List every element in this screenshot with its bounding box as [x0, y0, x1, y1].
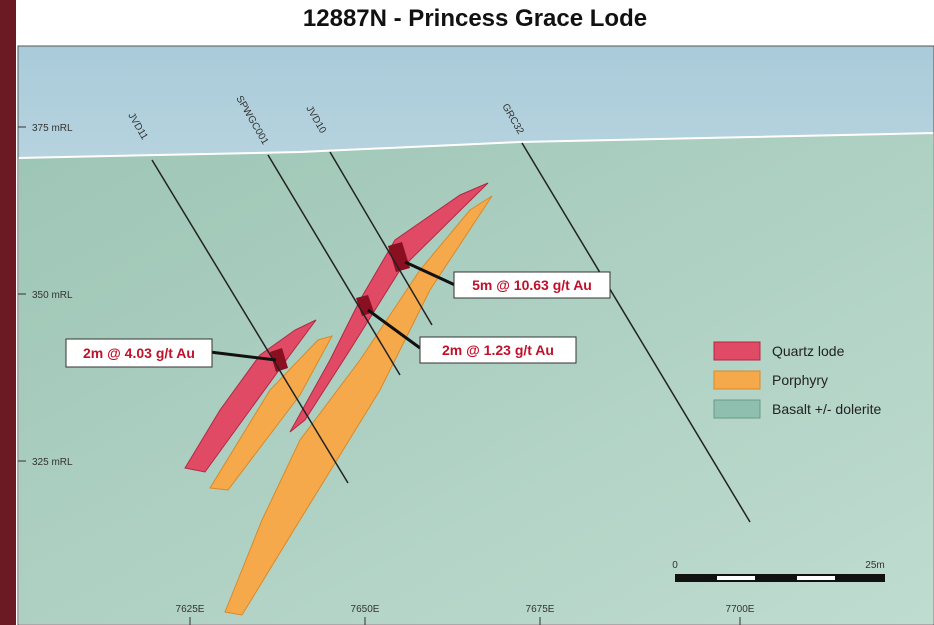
legend-swatch — [714, 342, 760, 360]
easting-label: 7650E — [351, 604, 380, 615]
intercept-label: 2m @ 4.03 g/t Au — [83, 345, 195, 361]
scale-bar — [675, 574, 885, 582]
easting-label: 7625E — [176, 604, 205, 615]
cross-section: 12887N - Princess Grace Lode JVD11 SPWGC… — [0, 0, 934, 625]
legend-swatch — [714, 371, 760, 389]
intercept-label: 2m @ 1.23 g/t Au — [442, 342, 554, 358]
elevation-label: 350 mRL — [32, 290, 73, 301]
easting-label: 7700E — [726, 604, 755, 615]
elevation-label: 325 mRL — [32, 457, 73, 468]
easting-label: 7675E — [526, 604, 555, 615]
intercept-label: 5m @ 10.63 g/t Au — [472, 277, 592, 293]
legend-label: Porphyry — [772, 372, 828, 388]
legend-label: Basalt +/- dolerite — [772, 401, 882, 417]
legend-label: Quartz lode — [772, 343, 845, 359]
scale-bar — [797, 576, 835, 580]
title: 12887N - Princess Grace Lode — [303, 5, 647, 32]
scale-label: 0 — [672, 560, 678, 571]
legend-swatch — [714, 400, 760, 418]
scale-label: 25m — [865, 560, 884, 571]
elevation-label: 375 mRL — [32, 123, 73, 134]
scale-bar — [717, 576, 755, 580]
left-border — [0, 0, 16, 625]
